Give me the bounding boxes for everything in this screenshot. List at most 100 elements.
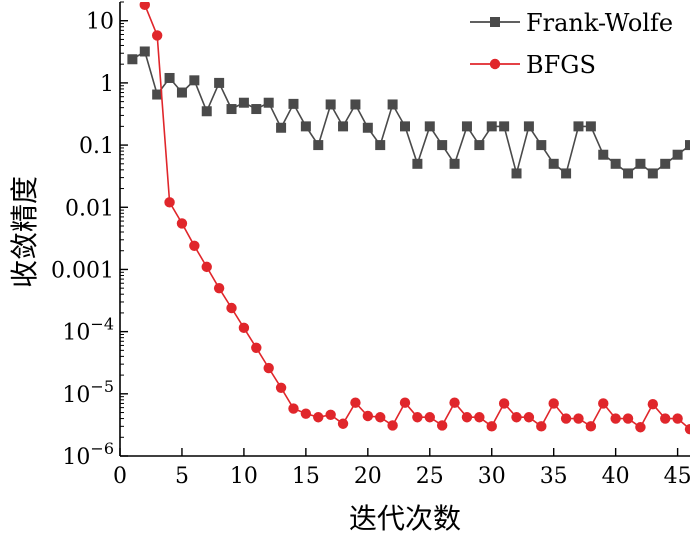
data-point <box>350 397 361 408</box>
chart-legend: Frank-Wolfe BFGS <box>470 9 673 79</box>
y-axis-title: 收敛精度 <box>8 176 41 288</box>
data-point <box>523 121 534 132</box>
x-tick-label: 0 <box>113 464 127 489</box>
data-point <box>350 99 361 110</box>
data-point <box>511 412 522 423</box>
x-tick-label: 10 <box>230 464 258 489</box>
y-tick-label: 1 <box>100 72 114 97</box>
data-point <box>201 106 212 117</box>
data-point <box>585 421 597 432</box>
x-tick-label: 15 <box>292 464 320 489</box>
data-point <box>424 412 435 423</box>
data-point <box>486 421 497 432</box>
data-point <box>523 412 535 423</box>
chart-marks <box>127 2 690 435</box>
data-point <box>672 149 683 160</box>
data-point <box>362 122 373 133</box>
x-axis-title: 迭代次数 <box>349 502 461 535</box>
data-point <box>375 412 386 423</box>
data-point <box>275 382 287 393</box>
data-point <box>362 410 374 422</box>
data-point <box>201 261 212 273</box>
data-point <box>474 412 485 423</box>
x-tick-label: 40 <box>602 464 630 489</box>
legend-marker <box>490 17 500 27</box>
data-point <box>375 140 386 151</box>
legend-marker <box>489 58 501 70</box>
data-point <box>288 403 299 414</box>
y-tick-label: 0.01 <box>65 196 114 221</box>
series-line <box>144 4 690 430</box>
legend-label: BFGS <box>526 51 596 79</box>
data-point <box>263 97 274 108</box>
data-point <box>449 158 460 169</box>
x-tick-label: 30 <box>478 464 506 489</box>
data-point <box>238 97 249 108</box>
data-point <box>461 121 472 132</box>
data-point <box>635 158 646 169</box>
y-tick-label: 10−5 <box>62 377 114 408</box>
data-point <box>226 302 237 314</box>
data-point <box>263 362 274 374</box>
data-point <box>325 409 336 420</box>
data-point <box>511 168 522 179</box>
data-point <box>474 140 485 151</box>
data-point <box>499 121 510 132</box>
data-point <box>598 149 609 160</box>
data-point <box>399 397 411 408</box>
data-point <box>176 87 187 98</box>
data-point <box>226 104 237 115</box>
data-point <box>660 413 671 424</box>
data-point <box>598 398 609 409</box>
data-point <box>436 420 448 431</box>
data-point <box>684 423 690 435</box>
y-tick-label: 0.001 <box>51 258 114 283</box>
data-point <box>300 408 312 419</box>
data-point <box>127 54 138 65</box>
data-point <box>238 322 250 334</box>
data-point <box>325 99 336 110</box>
legend-entry-frank-wolfe: Frank-Wolfe <box>470 9 673 37</box>
data-point <box>536 421 547 432</box>
data-point <box>498 398 510 409</box>
x-tick-label: 5 <box>175 464 189 489</box>
data-point <box>176 218 188 229</box>
data-point <box>164 72 175 83</box>
data-point <box>139 2 150 11</box>
data-point <box>412 158 423 169</box>
data-point <box>548 158 559 169</box>
data-point <box>387 420 398 431</box>
data-point <box>561 168 572 179</box>
data-point <box>585 121 596 132</box>
data-point <box>647 399 659 410</box>
data-point <box>610 158 621 169</box>
data-point <box>251 104 262 115</box>
data-point <box>623 168 634 179</box>
x-tick-label: 35 <box>540 464 568 489</box>
data-point <box>437 140 448 151</box>
series-line <box>131 50 690 177</box>
data-point <box>573 413 584 424</box>
data-point <box>276 122 287 133</box>
data-point <box>313 412 324 423</box>
x-tick-label: 45 <box>664 464 692 489</box>
legend-label: Frank-Wolfe <box>526 9 673 37</box>
data-point <box>251 342 262 353</box>
data-point <box>672 413 683 424</box>
data-point <box>213 282 225 294</box>
data-point <box>189 75 200 86</box>
data-point <box>536 140 547 151</box>
data-point <box>400 121 410 132</box>
data-point <box>622 413 634 424</box>
data-point <box>486 121 497 132</box>
data-point <box>338 121 349 132</box>
data-point <box>189 240 200 252</box>
chart-axes: 0 5 10 15 20 25 30 35 40 45 10−6 10−5 10−4 0.001 0.01 0… <box>51 1 692 489</box>
y-tick-label: 0.1 <box>79 134 114 159</box>
y-tick-label: 10 <box>86 10 114 35</box>
data-point <box>449 397 460 408</box>
data-point <box>139 46 150 57</box>
data-point <box>313 140 324 151</box>
data-point <box>461 412 473 423</box>
